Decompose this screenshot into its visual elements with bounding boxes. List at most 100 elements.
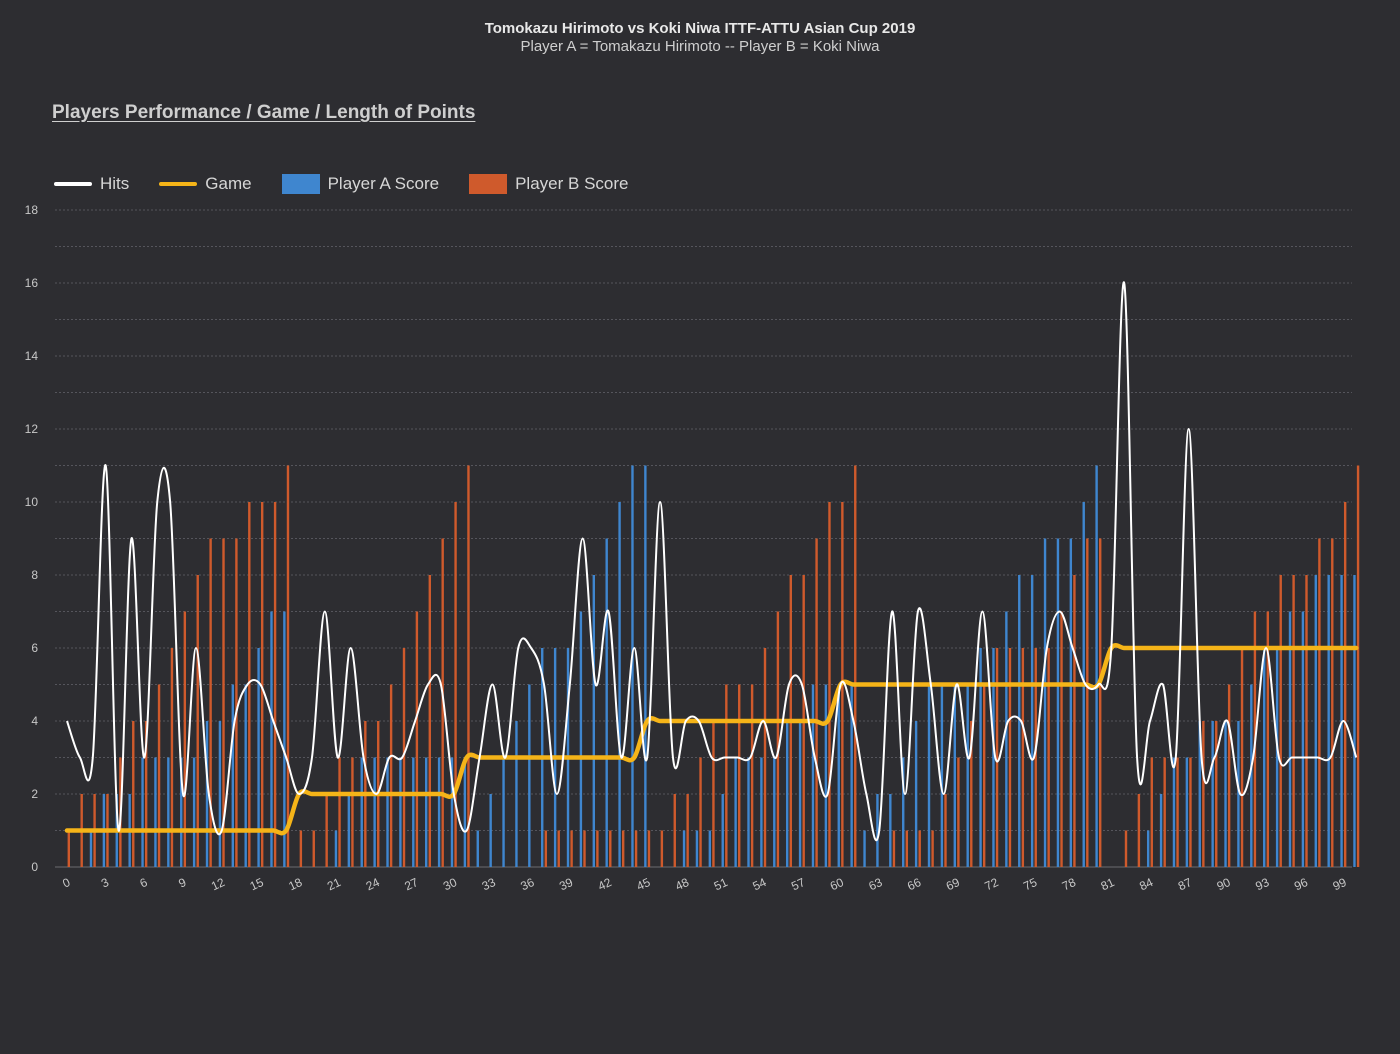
player-a-bar — [270, 611, 273, 867]
player-b-bar — [995, 648, 999, 867]
player-a-bar — [1314, 575, 1317, 867]
y-tick-label: 6 — [31, 641, 38, 655]
legend-item-game[interactable]: Game — [159, 174, 252, 194]
player-b-bar — [260, 502, 264, 867]
player-b-bar — [931, 830, 934, 867]
player-b-bar — [828, 502, 831, 867]
player-b-bar — [1331, 538, 1334, 867]
x-tick-label: 84 — [1137, 875, 1155, 893]
player-a-bar — [244, 684, 247, 867]
player-b-bar — [892, 830, 896, 867]
player-b-bar — [144, 721, 148, 867]
player-b-bar — [647, 830, 651, 867]
player-b-bar — [673, 794, 676, 867]
player-a-bar — [424, 757, 428, 867]
player-a-bar — [863, 830, 866, 867]
player-a-bar — [1185, 757, 1189, 867]
player-a-bar — [644, 465, 647, 867]
player-a-bar — [760, 757, 763, 867]
x-tick-label: 54 — [750, 875, 768, 893]
x-tick-label: 18 — [286, 875, 304, 893]
player-b-bar — [454, 502, 457, 867]
player-a-bar — [811, 684, 815, 867]
player-a-bar — [992, 648, 995, 867]
section-title: Players Performance / Game / Length of P… — [52, 102, 476, 123]
player-a-bar — [708, 830, 712, 867]
legend-item-hits[interactable]: Hits — [54, 174, 129, 194]
legend-item-player-b[interactable]: Player B Score — [469, 174, 628, 194]
player-a-bar — [1327, 575, 1330, 867]
legend-swatch-hits — [54, 182, 92, 186]
legend-swatch-player-a — [281, 174, 320, 194]
player-a-bar — [785, 721, 789, 867]
player-a-bar — [1095, 465, 1098, 867]
player-b-bar — [248, 502, 251, 867]
player-b-bar — [273, 502, 277, 867]
player-b-bar — [1343, 502, 1347, 867]
player-a-bar — [89, 830, 93, 867]
player-a-bar — [386, 757, 389, 867]
legend-label-game: Game — [205, 174, 252, 193]
y-tick-label: 8 — [31, 568, 38, 582]
player-a-bar — [399, 757, 402, 867]
x-tick-label: 93 — [1253, 875, 1271, 893]
player-b-bar — [402, 648, 406, 867]
player-b-bar — [1021, 648, 1025, 867]
player-a-bar — [1353, 575, 1356, 867]
player-b-bar — [557, 830, 560, 867]
player-a-bar — [167, 757, 170, 867]
x-tick-label: 6 — [138, 875, 150, 891]
player-a-bar — [437, 757, 441, 867]
player-b-bar — [750, 684, 754, 867]
x-tick-label: 30 — [441, 875, 459, 893]
player-a-bar — [837, 684, 840, 867]
player-b-bar — [428, 575, 431, 867]
player-a-bar — [218, 721, 222, 867]
x-tick-label: 72 — [983, 875, 1001, 893]
player-a-bar — [1056, 538, 1060, 867]
player-b-bar — [944, 794, 947, 867]
player-b-bar — [1008, 648, 1012, 867]
player-a-bar — [1159, 794, 1163, 867]
x-tick-label: 60 — [828, 875, 846, 893]
player-b-bar — [686, 794, 689, 867]
x-tick-label: 63 — [866, 875, 884, 893]
y-tick-label: 16 — [25, 276, 39, 290]
chart-legend: Hits Game Player A Score Player B Score — [54, 174, 658, 194]
player-a-bar — [940, 684, 944, 867]
player-b-bar — [1034, 648, 1037, 867]
chart-title: Tomokazu Hirimoto vs Koki Niwa ITTF-ATTU… — [484, 20, 916, 37]
player-b-bar — [132, 721, 135, 867]
player-b-bar — [918, 830, 921, 867]
player-b-bar — [196, 575, 199, 867]
player-a-bar — [450, 757, 454, 867]
player-b-bar — [1086, 538, 1089, 867]
player-a-bar — [1069, 538, 1073, 867]
y-tick-label: 12 — [25, 422, 39, 436]
x-tick-label: 51 — [712, 875, 730, 893]
player-a-bar — [1263, 648, 1266, 867]
player-a-bar — [914, 721, 918, 867]
player-b-bar — [570, 830, 573, 867]
x-tick-label: 99 — [1331, 875, 1349, 893]
x-tick-label: 21 — [325, 875, 343, 893]
player-b-bar — [1124, 830, 1128, 867]
player-b-bar — [1279, 575, 1282, 867]
player-b-bar — [1305, 575, 1308, 867]
player-b-bar — [1150, 757, 1153, 867]
x-tick-label: 87 — [1176, 875, 1194, 893]
x-tick-label: 69 — [944, 875, 962, 893]
player-a-bar — [360, 757, 363, 867]
legend-item-player-a[interactable]: Player A Score — [281, 174, 439, 194]
x-tick-label: 12 — [209, 875, 227, 893]
player-a-bar — [502, 757, 505, 867]
player-b-bar — [170, 648, 174, 867]
x-tick-label: 27 — [402, 875, 420, 893]
player-b-bar — [1202, 721, 1205, 867]
player-a-bar — [1301, 611, 1305, 867]
player-b-bar — [725, 684, 728, 867]
player-b-bar — [634, 830, 638, 867]
player-b-bar — [815, 538, 818, 867]
x-tick-label: 3 — [99, 875, 111, 891]
